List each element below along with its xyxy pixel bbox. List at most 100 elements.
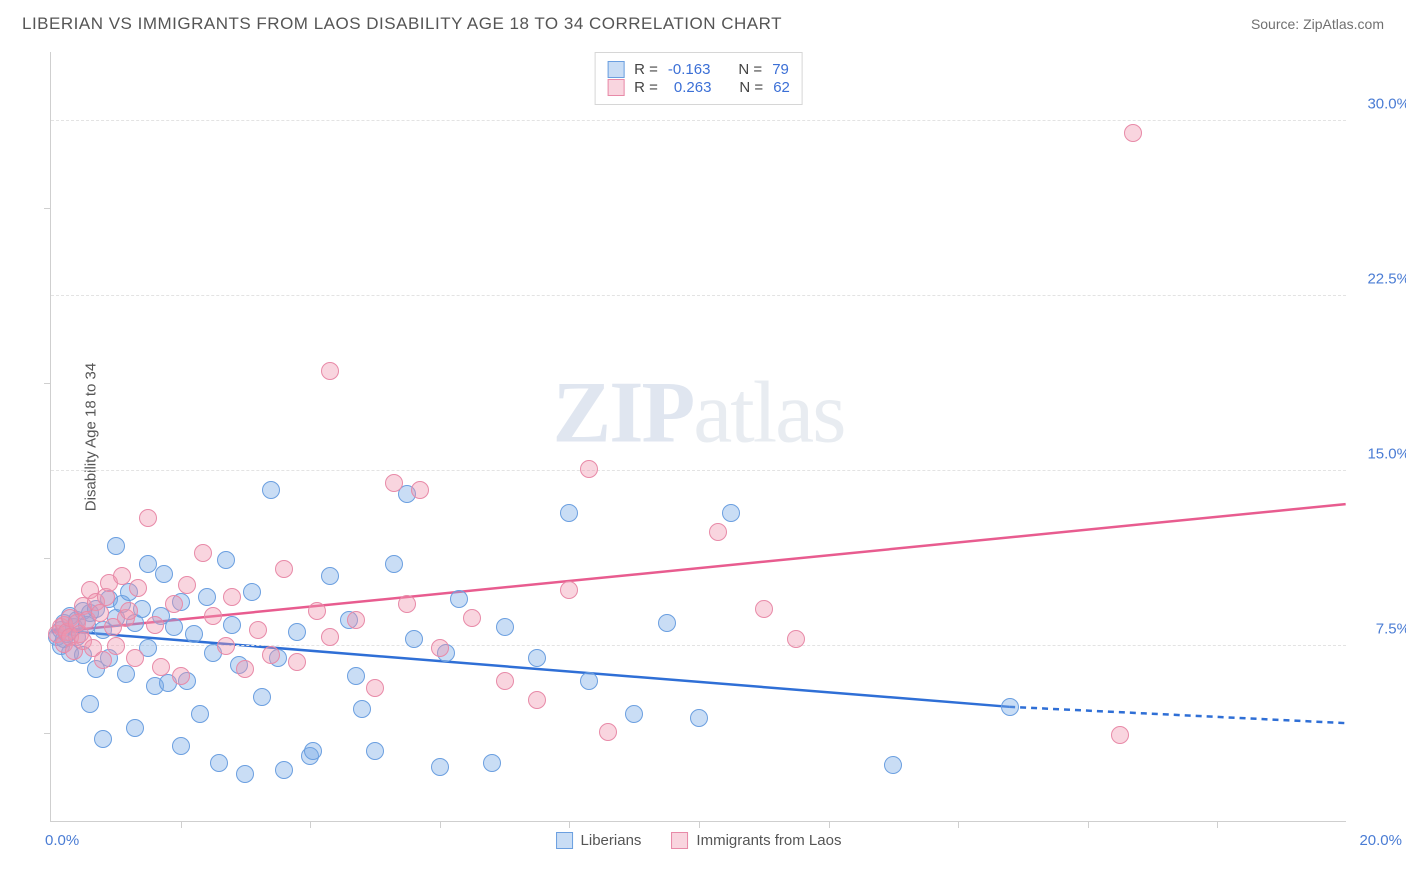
- gridline: [51, 645, 1346, 646]
- data-point: [172, 737, 190, 755]
- data-point: [107, 637, 125, 655]
- swatch-icon: [671, 832, 688, 849]
- data-point: [288, 653, 306, 671]
- data-point: [129, 579, 147, 597]
- data-point: [172, 667, 190, 685]
- data-point: [94, 730, 112, 748]
- legend-stats: R = -0.163 N = 79 R = 0.263 N = 62: [594, 52, 803, 105]
- data-point: [884, 756, 902, 774]
- data-point: [321, 628, 339, 646]
- data-point: [463, 609, 481, 627]
- data-point: [483, 754, 501, 772]
- data-point: [385, 474, 403, 492]
- data-point: [262, 646, 280, 664]
- y-tick: [44, 558, 51, 559]
- data-point: [625, 705, 643, 723]
- data-point: [217, 637, 235, 655]
- gridline: [51, 470, 1346, 471]
- data-point: [165, 595, 183, 613]
- data-point: [528, 649, 546, 667]
- data-point: [353, 700, 371, 718]
- data-point: [113, 567, 131, 585]
- axis-origin-label: 0.0%: [45, 832, 79, 849]
- x-tick: [699, 821, 700, 828]
- data-point: [275, 560, 293, 578]
- data-point: [690, 709, 708, 727]
- data-point: [528, 691, 546, 709]
- data-point: [155, 565, 173, 583]
- data-point: [1124, 124, 1142, 142]
- swatch-icon: [556, 832, 573, 849]
- y-axis-tick-label: 30.0%: [1367, 96, 1406, 113]
- swatch-icon: [607, 61, 624, 78]
- legend-entry: Liberians: [556, 832, 642, 849]
- x-tick: [181, 821, 182, 828]
- x-tick: [958, 821, 959, 828]
- data-point: [709, 523, 727, 541]
- chart-plot-area: Disability Age 18 to 34 ZIPatlas R = -0.…: [50, 52, 1346, 822]
- data-point: [120, 602, 138, 620]
- x-tick: [569, 821, 570, 828]
- data-point: [223, 588, 241, 606]
- data-point: [347, 611, 365, 629]
- data-point: [139, 555, 157, 573]
- data-point: [236, 660, 254, 678]
- data-point: [580, 460, 598, 478]
- trend-lines: [51, 52, 1346, 821]
- x-tick: [1088, 821, 1089, 828]
- watermark: ZIPatlas: [553, 363, 845, 464]
- data-point: [191, 705, 209, 723]
- data-point: [366, 742, 384, 760]
- data-point: [107, 537, 125, 555]
- data-point: [398, 595, 416, 613]
- gridline: [51, 295, 1346, 296]
- data-point: [385, 555, 403, 573]
- data-point: [431, 758, 449, 776]
- y-axis-title: Disability Age 18 to 34: [83, 362, 100, 510]
- y-tick: [44, 208, 51, 209]
- data-point: [117, 665, 135, 683]
- data-point: [321, 567, 339, 585]
- legend-entry: Immigrants from Laos: [671, 832, 841, 849]
- data-point: [275, 761, 293, 779]
- data-point: [658, 614, 676, 632]
- data-point: [146, 616, 164, 634]
- data-point: [243, 583, 261, 601]
- data-point: [599, 723, 617, 741]
- data-point: [1111, 726, 1129, 744]
- data-point: [1001, 698, 1019, 716]
- data-point: [217, 551, 235, 569]
- y-tick: [44, 383, 51, 384]
- data-point: [321, 362, 339, 380]
- legend-stats-row: R = -0.163 N = 79: [607, 61, 790, 78]
- data-point: [126, 649, 144, 667]
- data-point: [347, 667, 365, 685]
- data-point: [94, 651, 112, 669]
- data-point: [580, 672, 598, 690]
- y-tick: [44, 733, 51, 734]
- data-point: [236, 765, 254, 783]
- data-point: [787, 630, 805, 648]
- x-tick: [829, 821, 830, 828]
- x-tick: [310, 821, 311, 828]
- data-point: [210, 754, 228, 772]
- data-point: [139, 509, 157, 527]
- gridline: [51, 120, 1346, 121]
- data-point: [755, 600, 773, 618]
- data-point: [366, 679, 384, 697]
- data-point: [405, 630, 423, 648]
- legend-series: Liberians Immigrants from Laos: [556, 832, 842, 849]
- data-point: [411, 481, 429, 499]
- data-point: [198, 588, 216, 606]
- data-point: [81, 695, 99, 713]
- data-point: [152, 658, 170, 676]
- data-point: [431, 639, 449, 657]
- data-point: [496, 618, 514, 636]
- data-point: [560, 504, 578, 522]
- data-point: [249, 621, 267, 639]
- source-label: Source: ZipAtlas.com: [1251, 16, 1384, 32]
- y-axis-tick-label: 22.5%: [1367, 271, 1406, 288]
- x-tick: [440, 821, 441, 828]
- data-point: [288, 623, 306, 641]
- data-point: [194, 544, 212, 562]
